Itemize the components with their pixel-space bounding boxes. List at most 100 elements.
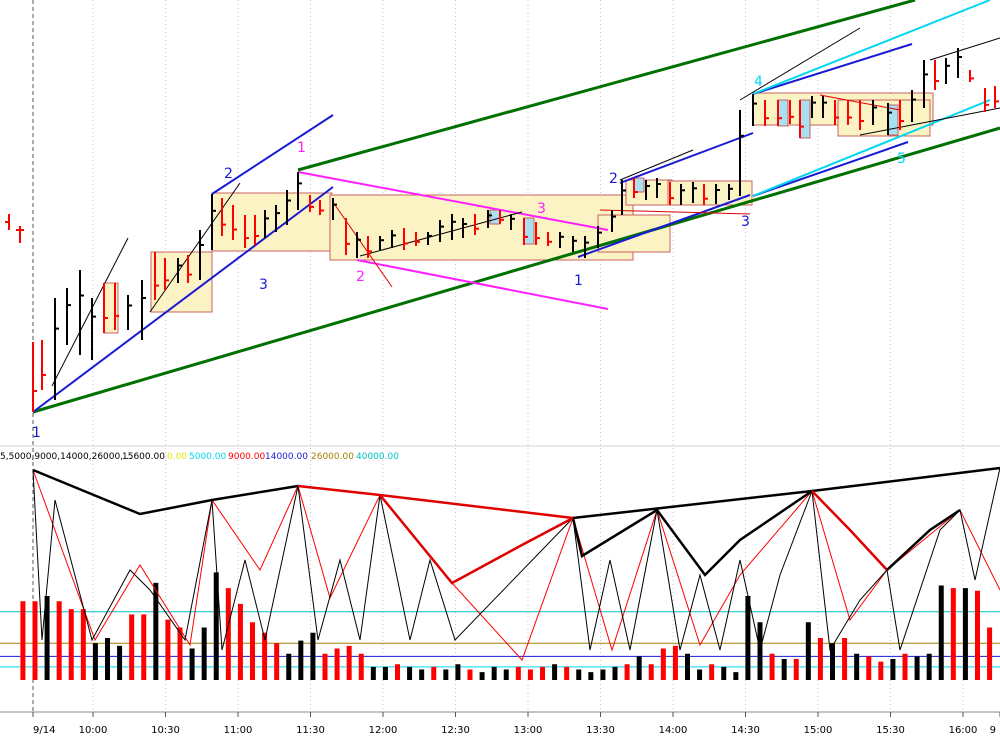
- x-tick-label: 12:30: [441, 725, 470, 736]
- thin-trendline: [859, 107, 1000, 136]
- volume-bar: [866, 656, 872, 680]
- volume-bar: [129, 614, 135, 680]
- volume-bar: [225, 588, 231, 680]
- blue-trendline: [752, 141, 909, 197]
- price-bars: [32, 48, 999, 412]
- blue-trendline: [32, 186, 334, 413]
- wave-label-3-magenta: 3: [537, 201, 546, 217]
- volume-bar: [576, 669, 582, 680]
- volume-bar: [250, 622, 255, 680]
- x-tick-label: 9: [990, 725, 996, 736]
- legend-item: 5000.00: [189, 452, 226, 462]
- black-swing-line-inner: [886, 508, 961, 571]
- volume-bar: [987, 627, 993, 680]
- volume-bar: [709, 664, 715, 680]
- wave-label-3: 3: [259, 277, 268, 293]
- volume-bar: [878, 661, 884, 680]
- volume-bar: [189, 648, 195, 680]
- volume-bar: [938, 585, 944, 680]
- wave-label-2-magenta: 2: [356, 269, 365, 285]
- legend-item: 5,5000,9000,14000,26000,...: [0, 452, 132, 462]
- thin-trendline: [619, 149, 694, 181]
- wave-label-5: 5: [897, 151, 906, 167]
- volume-bar: [334, 648, 340, 680]
- volume-bar: [467, 669, 473, 680]
- volume-bar: [902, 653, 908, 680]
- x-tick-label: 15:00: [804, 725, 833, 736]
- volume-bar: [624, 664, 630, 680]
- red-zigzag: [32, 469, 1000, 661]
- volume-bar: [431, 666, 437, 680]
- volume-bar: [781, 659, 787, 680]
- down-candle-body: [489, 209, 501, 225]
- volume-bar: [962, 588, 968, 680]
- black-swing-line: [32, 468, 299, 516]
- x-tick-label: 11:00: [224, 725, 253, 736]
- volume-bar: [213, 572, 219, 680]
- legend-item: 0.00: [167, 452, 187, 462]
- volume-bar: [177, 627, 183, 680]
- consolidation-box: [625, 179, 673, 206]
- red-swing-line-inner: [811, 490, 888, 571]
- thin-red-line: [599, 209, 751, 215]
- volume-bar: [491, 666, 497, 680]
- thin-trendline: [929, 37, 1000, 61]
- volume-bar: [20, 601, 26, 680]
- volume-bar: [515, 666, 521, 680]
- green-trendline-upper: [297, 0, 916, 172]
- x-tick-label: 12:00: [369, 725, 398, 736]
- legend-item: 9000.00: [228, 452, 265, 462]
- volume-bar: [926, 653, 932, 680]
- volume-bar: [358, 653, 364, 680]
- legend-item: 40000.00: [356, 452, 399, 462]
- volume-bar: [552, 664, 558, 680]
- legend-item: 14000.00: [265, 452, 308, 462]
- volume-bar: [443, 669, 449, 680]
- x-tick-label: 13:00: [514, 725, 543, 736]
- cyan-trendlines: [752, 0, 991, 197]
- blue-trendline: [577, 194, 751, 258]
- x-tick-label: 13:30: [586, 725, 615, 736]
- volume-bar: [117, 645, 123, 680]
- volume-bar: [660, 648, 666, 680]
- volume-zigzag: [32, 466, 1000, 661]
- x-tick-label: 14:30: [731, 725, 760, 736]
- blue-trendline: [211, 114, 334, 195]
- volume-bar: [455, 664, 461, 680]
- volume-bar: [395, 664, 400, 680]
- volume-bar: [842, 638, 848, 680]
- black-swing-line-inner: [571, 489, 813, 577]
- x-tick-label: 15:30: [876, 725, 905, 736]
- cyan-trendline: [752, 99, 991, 197]
- green-trend-channel: [32, 0, 1000, 414]
- volume-bar: [80, 609, 86, 680]
- volume-bars: [20, 572, 993, 680]
- blue-trendlines: [32, 43, 913, 413]
- legend-item: 26000.00: [311, 452, 354, 462]
- volume-bar: [141, 614, 147, 680]
- volume-bar: [503, 669, 509, 680]
- volume-bar: [745, 596, 751, 680]
- x-tick-label: 16:00: [949, 725, 978, 736]
- volume-bar: [890, 659, 896, 680]
- volume-bar: [370, 666, 376, 680]
- volume-bar: [165, 619, 171, 680]
- volume-legend: 5,5000,9000,14000,26000,... 15600.00 0.0…: [0, 452, 399, 462]
- thin-trendlines: [51, 27, 1000, 387]
- wave-label-2-b: 2: [609, 171, 618, 187]
- volume-bar: [612, 666, 618, 680]
- down-candle-body: [799, 99, 811, 139]
- volume-bar: [721, 666, 727, 680]
- volume-bar: [262, 632, 268, 680]
- blue-trendline: [752, 43, 913, 95]
- wave-label-1-magenta: 1: [297, 140, 306, 156]
- thin-trendline: [149, 182, 241, 313]
- consolidation-box: [150, 251, 213, 313]
- volume-bar: [950, 588, 956, 680]
- x-tick-label: 10:30: [151, 725, 180, 736]
- volume-bar: [32, 601, 38, 680]
- volume-bar: [914, 656, 920, 680]
- down-candle-body: [523, 217, 535, 245]
- volume-bar: [793, 659, 799, 680]
